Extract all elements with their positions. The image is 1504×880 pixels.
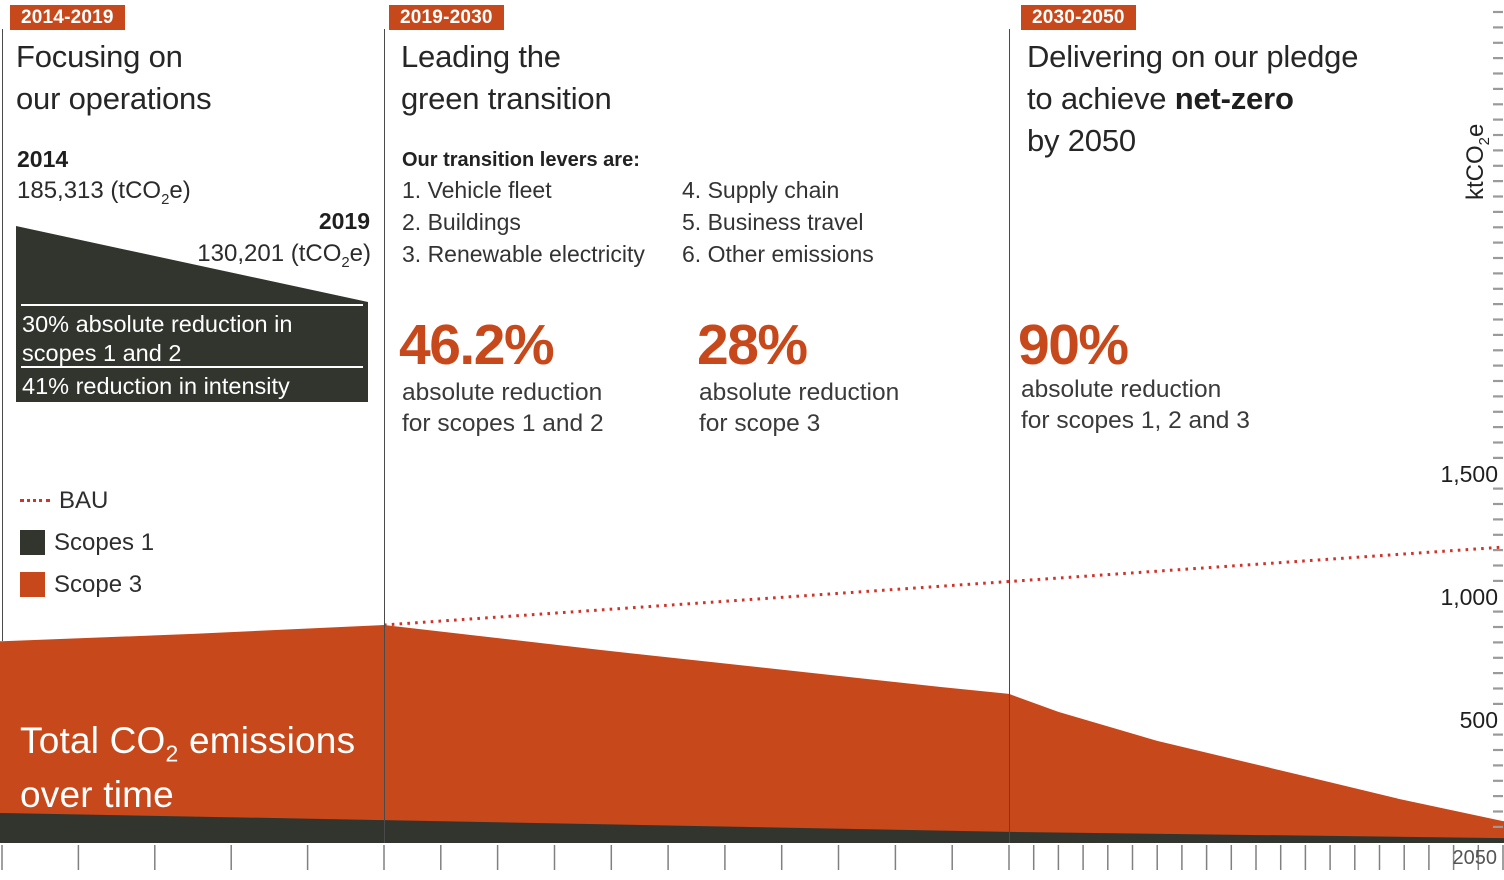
section-3-heading: Delivering on our pledge to achieve net-…	[1027, 39, 1359, 158]
section-3-border	[1009, 29, 1010, 843]
legend-label-scopes1: Scopes 1	[54, 528, 155, 556]
scope3-area	[0, 625, 1504, 843]
stat-scopes12-reduction: 46.2%	[399, 313, 555, 377]
x-axis-year-ticks	[1, 845, 1504, 870]
scopes1-area	[0, 813, 1504, 843]
y-axis-minor-ticks	[1493, 10, 1503, 829]
stat-netzero-desc: absolute reduction for scopes 1, 2 and 3	[1021, 376, 1250, 434]
net-zero-emphasis: net-zero	[1174, 81, 1294, 116]
scopes1-swatch	[20, 530, 45, 555]
year-2014-label: 2014	[17, 146, 69, 172]
transition-levers-intro: Our transition levers are:	[402, 149, 640, 171]
emissions-2014-value: 185,313 (tCO2e)	[17, 177, 191, 208]
lever-item: 2. Buildings	[402, 209, 521, 235]
stat-scope3-desc: absolute reduction for scope 3	[699, 379, 900, 437]
lever-item: 3. Renewable electricity	[402, 241, 645, 267]
chart-title: Total CO2 emissions over time	[20, 720, 356, 816]
lever-item: 6. Other emissions	[682, 241, 874, 267]
period-badge-2030-2050: 2030-2050	[1021, 5, 1136, 30]
stat-scopes12-desc: absolute reduction for scopes 1 and 2	[402, 379, 604, 437]
legend-item-scopes1: Scopes 1	[20, 529, 154, 556]
y-axis-tick-label: 500	[1460, 707, 1498, 733]
lever-item: 1. Vehicle fleet	[402, 177, 552, 203]
stat-netzero-reduction: 90%	[1018, 313, 1129, 377]
year-2019-label: 2019	[318, 208, 370, 234]
section-1-border	[2, 29, 3, 641]
legend-label-bau: BAU	[59, 486, 109, 514]
y-axis-tick-label: 1,000	[1440, 584, 1498, 610]
lever-item: 4. Supply chain	[682, 177, 840, 203]
transition-levers-col2: 4. Supply chain 5. Business travel 6. Ot…	[682, 174, 874, 270]
wedge-rule-top	[21, 304, 363, 306]
wedge-stat-2: 41% reduction in intensity	[22, 373, 290, 399]
legend-label-scope3: Scope 3	[54, 570, 143, 598]
x-axis-2050-label: 2050	[1452, 847, 1498, 869]
bau-line	[383, 545, 1504, 627]
y-axis-tick-label: 1,500	[1440, 461, 1498, 487]
section-2-border	[384, 29, 385, 843]
transition-levers-col1: 1. Vehicle fleet 2. Buildings 3. Renewab…	[402, 174, 645, 270]
period-badge-2019-2030: 2019-2030	[389, 5, 504, 30]
legend-item-scope3: Scope 3	[20, 571, 142, 598]
y-axis-unit-label: ktCO2e	[1462, 123, 1493, 200]
wedge-stat-1: 30% absolute reduction in scopes 1 and 2	[22, 311, 293, 366]
scope3-swatch	[20, 572, 45, 597]
legend-item-bau: BAU	[20, 487, 108, 514]
stat-scope3-reduction: 28%	[697, 313, 808, 377]
bau-dotted-swatch	[20, 499, 50, 502]
section-2-heading: Leading the green transition	[401, 39, 612, 116]
emissions-2019-value: 130,201 (tCO2e)	[197, 240, 371, 271]
lever-item: 5. Business travel	[682, 209, 864, 235]
period-badge-2014-2019: 2014-2019	[10, 5, 125, 30]
section-1-heading: Focusing on our operations	[16, 39, 212, 116]
wedge-rule-mid	[21, 366, 363, 368]
